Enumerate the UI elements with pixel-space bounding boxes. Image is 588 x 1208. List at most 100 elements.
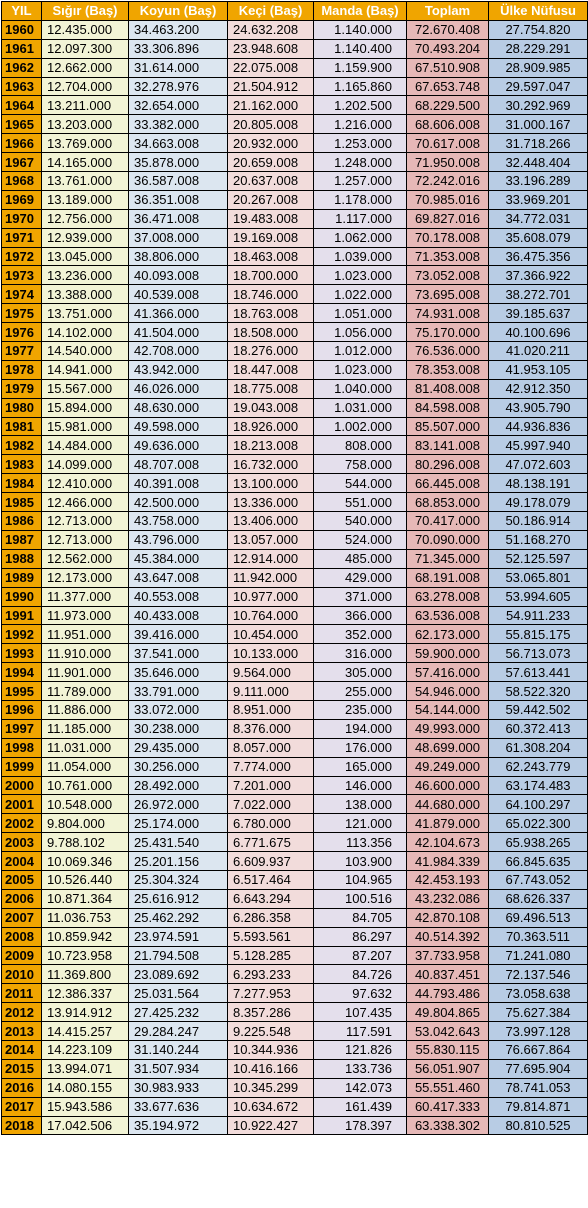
table-row: 1977 14.540.000 42.708.000 18.276.000 1.012.… (1, 341, 588, 361)
table-row: 1998 11.031.000 29.435.000 8.057.000 176.000… (1, 737, 588, 758)
cell-sigir: 14.165.000 (41, 152, 129, 173)
cell-koyun: 25.031.564 (128, 983, 228, 1004)
cell-keci: 16.732.000 (227, 454, 314, 475)
cell-keci: 20.932.000 (227, 133, 314, 154)
cell-toplam: 78.353.008 (406, 359, 489, 380)
cell-sigir: 9.788.102 (41, 832, 129, 853)
cell-sigir: 11.886.000 (41, 699, 129, 720)
cell-sigir: 10.871.364 (41, 888, 129, 909)
cell-sigir: 13.388.000 (41, 284, 129, 305)
cell-manda: 1.253.000 (313, 133, 407, 154)
cell-nufus: 80.810.525 (488, 1115, 588, 1136)
cell-manda: 1.062.000 (313, 227, 407, 248)
cell-nufus: 67.743.052 (488, 869, 588, 890)
cell-koyun: 38.806.000 (128, 246, 228, 267)
cell-manda: 104.965 (313, 869, 407, 890)
cell-nufus: 38.272.701 (488, 284, 588, 305)
cell-manda: 133.736 (313, 1058, 407, 1079)
cell-year: 2004 (1, 851, 42, 871)
cell-year: 2007 (1, 907, 42, 928)
cell-nufus: 32.448.404 (488, 152, 588, 173)
table-row: 2014 14.223.109 31.140.244 10.344.936 121.82… (1, 1039, 588, 1060)
table-row: 2010 11.369.800 23.089.692 6.293.233 84.726 4… (1, 964, 588, 985)
table-row: 1989 12.173.000 43.647.008 11.942.000 429.00… (1, 567, 588, 588)
cell-year: 1983 (1, 454, 42, 475)
cell-manda: 113.356 (313, 832, 407, 853)
cell-sigir: 14.223.109 (41, 1039, 129, 1060)
cell-manda: 1.039.000 (313, 246, 407, 267)
cell-manda: 138.000 (313, 794, 407, 815)
cell-toplam: 68.606.008 (406, 114, 489, 135)
cell-manda: 366.000 (313, 605, 407, 626)
cell-keci: 21.162.000 (227, 95, 314, 116)
cell-koyun: 32.654.000 (128, 95, 228, 116)
cell-koyun: 42.500.000 (128, 492, 228, 513)
cell-toplam: 37.733.958 (406, 945, 489, 966)
header-sigir: Sığır (Baş) (41, 1, 129, 21)
table-row: 1973 13.236.000 40.093.008 18.700.000 1.023.… (1, 265, 588, 286)
cell-keci: 22.075.008 (227, 57, 314, 78)
cell-koyun: 43.942.000 (128, 359, 228, 380)
header-yil: YIL (1, 1, 42, 21)
cell-manda: 485.000 (313, 548, 407, 569)
cell-manda: 1.051.000 (313, 303, 407, 324)
cell-sigir: 11.031.000 (41, 737, 129, 758)
cell-manda: 429.000 (313, 567, 407, 588)
cell-sigir: 13.203.000 (41, 114, 129, 135)
cell-year: 1967 (1, 152, 42, 173)
cell-year: 1996 (1, 699, 42, 720)
cell-toplam: 56.051.907 (406, 1058, 489, 1079)
table-row: 1994 11.901.000 35.646.000 9.564.000 305.000… (1, 662, 588, 683)
cell-manda: 103.900 (313, 851, 407, 871)
cell-koyun: 45.384.000 (128, 548, 228, 569)
cell-toplam: 80.296.008 (406, 454, 489, 475)
cell-sigir: 12.173.000 (41, 567, 129, 588)
cell-toplam: 85.507.000 (406, 416, 489, 437)
cell-manda: 161.439 (313, 1096, 407, 1117)
cell-nufus: 30.292.969 (488, 95, 588, 116)
cell-koyun: 36.587.008 (128, 171, 228, 191)
table-row: 1999 11.054.000 30.256.000 7.774.000 165.000… (1, 756, 588, 777)
cell-koyun: 42.708.000 (128, 341, 228, 361)
cell-year: 1979 (1, 378, 42, 399)
cell-year: 1963 (1, 76, 42, 97)
cell-toplam: 54.946.000 (406, 681, 489, 701)
table-row: 1988 12.562.000 45.384.000 12.914.000 485.00… (1, 548, 588, 569)
cell-keci: 10.922.427 (227, 1115, 314, 1136)
cell-year: 1978 (1, 359, 42, 380)
cell-manda: 551.000 (313, 492, 407, 513)
cell-nufus: 51.168.270 (488, 529, 588, 550)
table-row: 1980 15.894.000 48.630.000 19.043.008 1.031.… (1, 397, 588, 418)
cell-nufus: 72.137.546 (488, 964, 588, 985)
table-row: 1963 12.704.000 32.278.976 21.504.912 1.165.… (1, 76, 588, 97)
cell-nufus: 73.997.128 (488, 1021, 588, 1041)
cell-nufus: 50.186.914 (488, 511, 588, 531)
cell-keci: 10.345.299 (227, 1077, 314, 1098)
cell-koyun: 48.630.000 (128, 397, 228, 418)
cell-manda: 540.000 (313, 511, 407, 531)
cell-nufus: 79.814.871 (488, 1096, 588, 1117)
table-row: 2016 14.080.155 30.983.933 10.345.299 142.07… (1, 1077, 588, 1098)
table-row: 2001 10.548.000 26.972.000 7.022.000 138.000… (1, 794, 588, 815)
cell-keci: 8.376.000 (227, 718, 314, 739)
cell-keci: 5.128.285 (227, 945, 314, 966)
table-row: 1982 14.484.000 49.636.000 18.213.008 808.00… (1, 435, 588, 456)
cell-year: 2017 (1, 1096, 42, 1117)
cell-manda: 146.000 (313, 775, 407, 796)
table-row: 1961 12.097.300 33.306.896 23.948.608 1.140.… (1, 38, 588, 59)
cell-koyun: 40.093.008 (128, 265, 228, 286)
cell-manda: 165.000 (313, 756, 407, 777)
cell-nufus: 66.845.635 (488, 851, 588, 871)
cell-toplam: 70.493.204 (406, 38, 489, 59)
cell-toplam: 84.598.008 (406, 397, 489, 418)
cell-koyun: 25.201.156 (128, 851, 228, 871)
cell-sigir: 14.102.000 (41, 322, 129, 343)
cell-nufus: 76.667.864 (488, 1039, 588, 1060)
cell-toplam: 76.536.000 (406, 341, 489, 361)
cell-keci: 21.504.912 (227, 76, 314, 97)
cell-koyun: 43.796.000 (128, 529, 228, 550)
cell-sigir: 12.466.000 (41, 492, 129, 513)
cell-sigir: 11.910.000 (41, 643, 129, 664)
cell-sigir: 12.704.000 (41, 76, 129, 97)
cell-year: 2000 (1, 775, 42, 796)
